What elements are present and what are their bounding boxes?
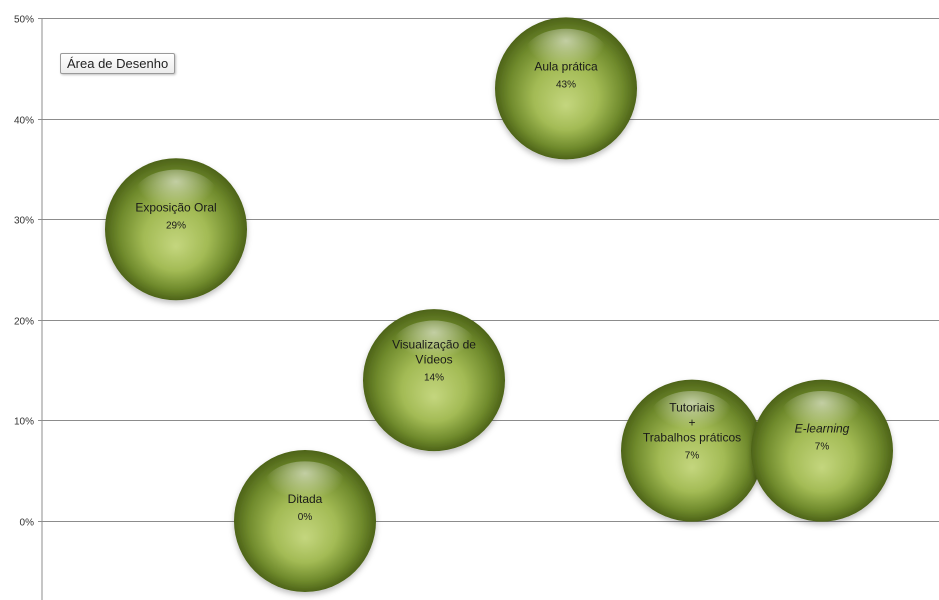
bubble-label: Exposição Oral [135, 200, 216, 214]
y-tick-label: 50% [14, 15, 34, 26]
bubble-label: Tutoriais [669, 401, 715, 415]
bubble-label: Vídeos [415, 353, 452, 367]
y-tick-label: 10% [14, 417, 34, 428]
bubble: Exposição Oral 29% [105, 158, 247, 301]
bubble-series: Exposição Oral 29% Ditada 0% Visualização de… [105, 17, 893, 592]
bubble-value-label: 14% [424, 373, 444, 384]
bubble-value-label: 0% [298, 512, 313, 523]
bubble-value-label: 7% [685, 451, 700, 462]
bubble-highlight [777, 390, 867, 451]
bubble-highlight [260, 461, 350, 521]
y-tick-label: 30% [14, 216, 34, 227]
bubble-highlight [521, 28, 611, 89]
bubble-label: Aula prática [534, 59, 598, 73]
bubble: Tutoriais+Trabalhos práticos 7% [621, 379, 763, 522]
bubble-label: + [688, 416, 695, 430]
bubble-highlight [389, 320, 479, 381]
bubble-label: E-learning [795, 422, 850, 436]
bubble: Ditada 0% [234, 450, 376, 592]
y-tick-label: 0% [20, 518, 35, 529]
bubble-value-label: 43% [556, 79, 576, 90]
bubble-highlight [131, 169, 221, 230]
y-tick-label: 20% [14, 317, 34, 328]
bubble-value-label: 29% [166, 220, 186, 231]
y-tick-label: 40% [14, 116, 34, 127]
bubble-value-label: 7% [815, 442, 830, 453]
bubble: E-learning 7% [751, 379, 893, 522]
bubble-label: Ditada [288, 492, 323, 506]
y-axis: 0% 10% 20% 30% 40% 50% [14, 15, 43, 600]
chart-area-tag: Área de Desenho [60, 53, 176, 74]
bubble-label: Trabalhos práticos [643, 431, 741, 445]
bubble-label: Visualização de [392, 338, 476, 352]
bubble: Aula prática 43% [495, 17, 637, 160]
bubble-highlight [647, 390, 737, 451]
